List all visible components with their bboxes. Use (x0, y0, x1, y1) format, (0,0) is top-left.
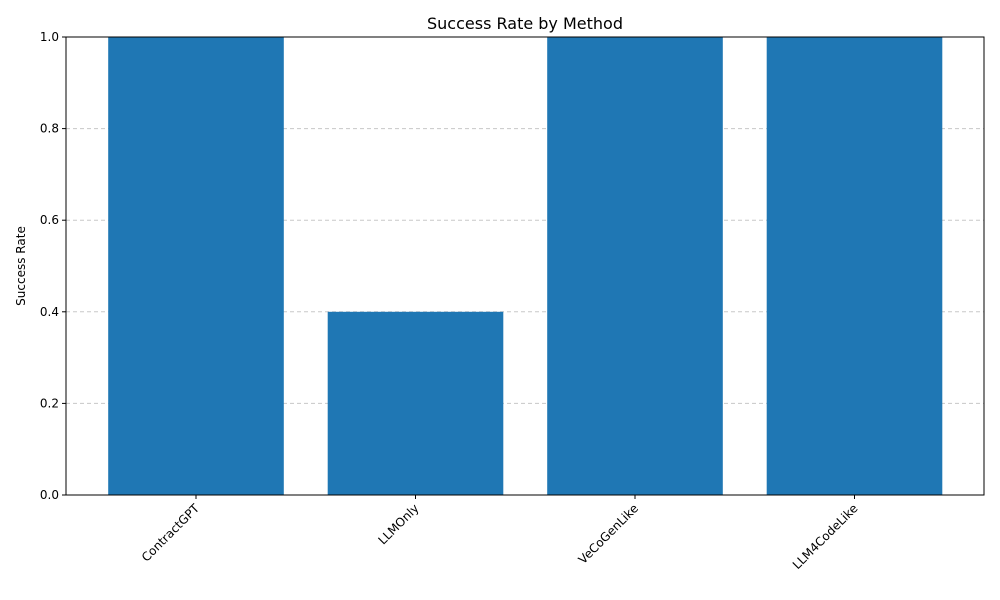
y-tick-label: 0.8 (40, 122, 59, 136)
y-axis-label: Success Rate (14, 226, 28, 306)
y-tick-label: 0.6 (40, 213, 59, 227)
y-axis: 0.0 0.2 0.4 0.6 0.8 1.0 (40, 30, 66, 502)
y-tick-label: 0.4 (40, 305, 59, 319)
y-tick-label: 0.2 (40, 396, 59, 410)
y-tick-label: 0.0 (40, 488, 59, 502)
y-tick-label: 1.0 (40, 30, 59, 44)
bar-contractgpt (108, 37, 284, 495)
x-tick-label: LLM4CodeLike (790, 501, 861, 572)
x-axis: ContractGPT LLMOnly VeCoGenLike LLM4CodeLik… (139, 495, 861, 572)
bar-vecogenlike (547, 37, 723, 495)
bar-llm4codelike (766, 37, 943, 495)
x-tick-label: VeCoGenLike (576, 501, 641, 566)
plot-frame (65, 36, 985, 496)
chart-title: Success Rate by Method (427, 14, 623, 33)
bar-llmonly (327, 311, 504, 495)
x-tick-label: ContractGPT (139, 501, 203, 565)
x-tick-label: LLMOnly (376, 501, 422, 547)
bars (108, 37, 943, 495)
